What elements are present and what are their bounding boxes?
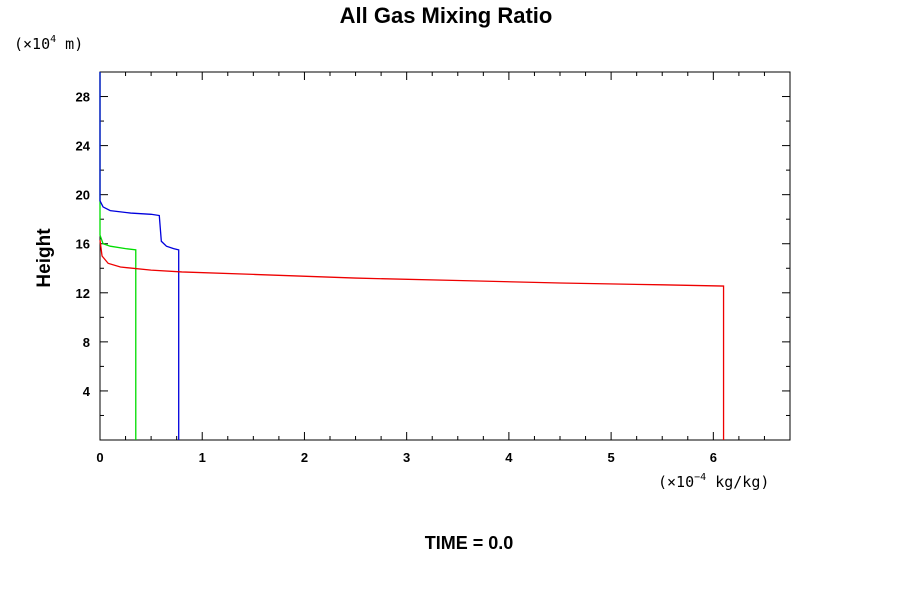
series-line-1 [99,72,137,440]
x-axis-unit: (×10−4 kg/kg) [658,472,769,491]
y-tick-label: 20 [76,188,90,203]
y-tick-label: 16 [76,237,90,252]
series-line-3 [99,239,725,440]
plot-frame [99,71,791,441]
x-tick-label: 0 [96,450,103,465]
y-tick-label: 12 [76,286,90,301]
y-axis-unit: (×104 m) [14,34,83,53]
x-tick-label: 5 [607,450,614,465]
y-tick-label: 4 [83,384,91,399]
y-tick-label: 24 [76,139,91,154]
time-label: TIME = 0.0 [425,533,514,553]
x-tick-label: 1 [199,450,206,465]
x-tick-label: 4 [505,450,513,465]
x-tick-label: 6 [710,450,717,465]
x-tick-label: 2 [301,450,308,465]
x-tick-label: 3 [403,450,410,465]
y-axis-label: Height [34,228,55,288]
y-tick-label: 28 [76,90,90,105]
y-tick-label: 8 [83,335,90,350]
series-line-2 [99,72,180,440]
chart-title: All Gas Mixing Ratio [340,3,553,28]
